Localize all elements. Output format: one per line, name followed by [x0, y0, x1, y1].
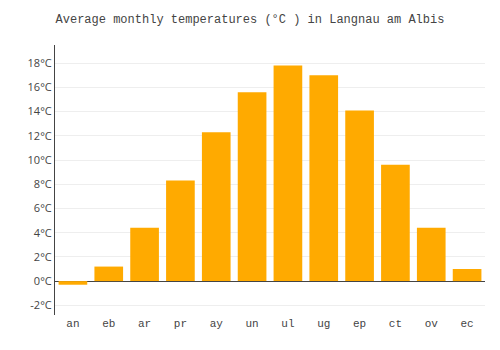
- svg-text:ec: ec: [460, 318, 473, 330]
- svg-text:12°C: 12°C: [28, 128, 52, 143]
- svg-text:ov: ov: [425, 318, 439, 330]
- svg-text:8°C: 8°C: [34, 176, 52, 191]
- svg-text:pr: pr: [174, 318, 187, 330]
- svg-text:16°C: 16°C: [28, 79, 52, 94]
- svg-text:ug: ug: [317, 318, 330, 330]
- svg-text:ay: ay: [210, 318, 224, 330]
- svg-text:an: an: [66, 318, 79, 330]
- svg-text:10°C: 10°C: [28, 152, 52, 167]
- svg-text:eb: eb: [102, 318, 115, 330]
- svg-text:ul: ul: [281, 318, 294, 330]
- svg-text:14°C: 14°C: [28, 103, 52, 118]
- svg-text:4°C: 4°C: [34, 225, 52, 240]
- svg-text:2°C: 2°C: [34, 249, 52, 264]
- svg-text:-2°C: -2°C: [30, 297, 52, 312]
- svg-text:ar: ar: [138, 318, 151, 330]
- svg-text:ep: ep: [353, 318, 366, 330]
- svg-text:ct: ct: [389, 318, 402, 330]
- svg-text:0°C: 0°C: [34, 273, 52, 288]
- svg-text:Average monthly temperatures (: Average monthly temperatures (°C ) in La…: [56, 13, 445, 27]
- svg-text:6°C: 6°C: [34, 200, 52, 215]
- svg-text:18°C: 18°C: [28, 55, 52, 70]
- svg-text:un: un: [245, 318, 258, 330]
